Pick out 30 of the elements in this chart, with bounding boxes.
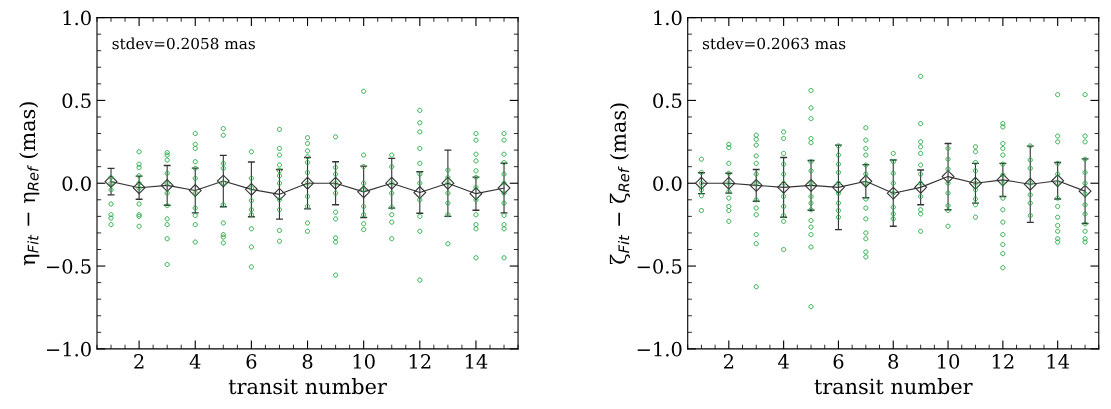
x-axis-title: transit number xyxy=(228,378,387,395)
y-tick-label: 0.5 xyxy=(62,93,91,109)
x-axis-title: transit number xyxy=(814,378,973,395)
y-tick-label: −0.5 xyxy=(46,259,91,274)
y-tick-label: −1.0 xyxy=(637,341,682,357)
annotation: stdev=0.2058 mas xyxy=(112,37,255,50)
x-tick-label: 14 xyxy=(1047,354,1070,369)
y-tick-label: 0.5 xyxy=(653,93,682,109)
y-tick-label: 0.0 xyxy=(62,176,91,191)
x-tick-label: 10 xyxy=(938,354,960,369)
y-tick-label: −1.0 xyxy=(46,341,91,357)
annotation: stdev=0.2063 mas xyxy=(702,37,846,50)
x-tick-label: 10 xyxy=(353,354,375,369)
x-tick-label: 8 xyxy=(302,354,313,369)
y-tick-label: −0.5 xyxy=(637,259,682,274)
x-tick-label: 8 xyxy=(888,354,899,369)
x-tick-label: 4 xyxy=(778,354,789,369)
y-axis-title: η$_{Fit}$ − η$_{Ref}$ (mas) xyxy=(19,102,40,266)
y-tick-label: 1.0 xyxy=(63,10,91,26)
x-tick-label: 12 xyxy=(409,354,431,369)
y-axis-title: ζ$_{Fit}$ − ζ$_{Ref}$ (mas) xyxy=(609,103,631,264)
x-tick-label: 2 xyxy=(134,354,144,369)
x-tick-label: 14 xyxy=(465,354,488,369)
x-tick-label: 12 xyxy=(992,354,1014,369)
x-tick-label: 6 xyxy=(833,354,844,369)
y-tick-label: 0.0 xyxy=(653,176,682,191)
x-tick-label: 2 xyxy=(723,354,734,369)
x-tick-label: 6 xyxy=(246,354,257,369)
y-tick-label: 1.0 xyxy=(654,10,682,26)
x-tick-label: 4 xyxy=(189,354,201,369)
